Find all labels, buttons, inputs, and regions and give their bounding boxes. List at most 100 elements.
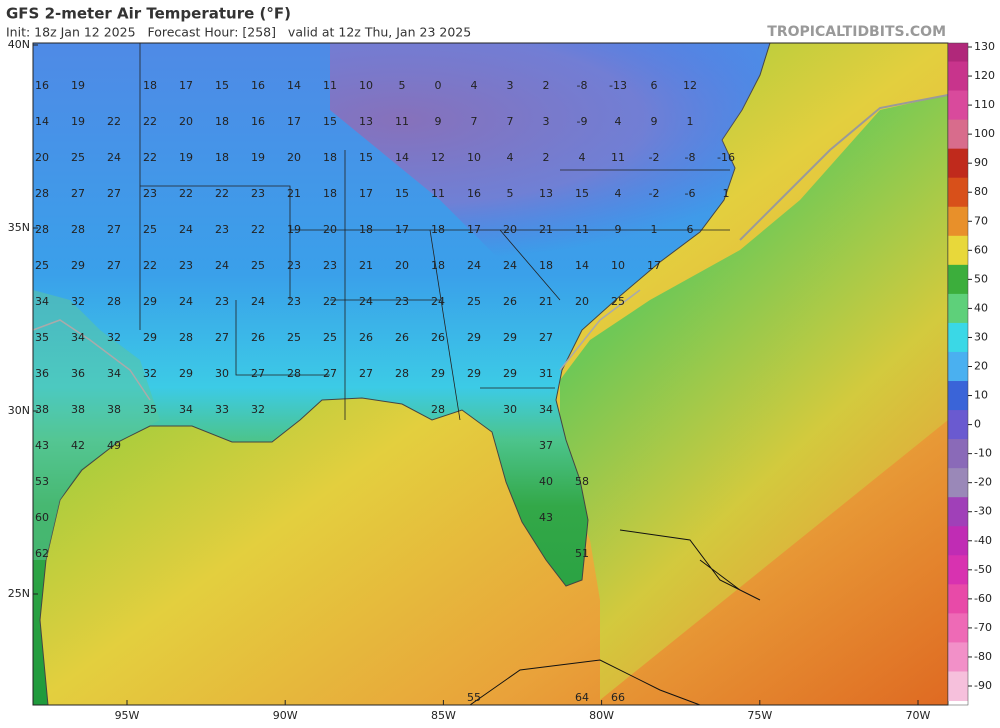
longitude-label: 80W bbox=[589, 709, 614, 722]
temperature-value: -6 bbox=[685, 187, 696, 200]
colorbar-label: 130 bbox=[974, 40, 995, 53]
temperature-value: 26 bbox=[431, 331, 445, 344]
cuba bbox=[469, 659, 701, 706]
temperature-value: 21 bbox=[539, 223, 553, 236]
temperature-value: 49 bbox=[107, 439, 121, 452]
state-borders bbox=[139, 43, 730, 421]
temperature-value: 15 bbox=[215, 79, 229, 92]
temperature-value: 25 bbox=[287, 331, 301, 344]
temperature-value: 27 bbox=[359, 367, 373, 380]
colorbar-segment bbox=[948, 293, 968, 324]
temperature-value: 10 bbox=[359, 79, 373, 92]
temperature-value: -2 bbox=[649, 151, 660, 164]
temperature-value: 24 bbox=[215, 259, 229, 272]
temperature-value: 20 bbox=[575, 295, 589, 308]
temperature-value: 19 bbox=[71, 115, 85, 128]
temperature-value: 7 bbox=[507, 115, 514, 128]
temperature-value: 35 bbox=[35, 331, 49, 344]
temperature-value: 18 bbox=[359, 223, 373, 236]
temperature-value: 25 bbox=[323, 331, 337, 344]
temperature-value: 23 bbox=[251, 187, 265, 200]
temperature-value: 29 bbox=[467, 331, 481, 344]
colorbar-label: -90 bbox=[974, 679, 992, 692]
temperature-value: 28 bbox=[395, 367, 409, 380]
temperature-value: 27 bbox=[107, 187, 121, 200]
temperature-value: 28 bbox=[287, 367, 301, 380]
colorbar-segment bbox=[948, 90, 968, 121]
temperature-value: 3 bbox=[507, 79, 514, 92]
temperature-value: 29 bbox=[179, 367, 193, 380]
temperature-value: 11 bbox=[611, 151, 625, 164]
temperature-value: 26 bbox=[503, 295, 517, 308]
colorbar-label: -10 bbox=[974, 447, 992, 460]
temperature-value: 17 bbox=[359, 187, 373, 200]
temperature-value: 21 bbox=[539, 295, 553, 308]
temperature-value: 34 bbox=[35, 295, 49, 308]
temperature-value: 34 bbox=[179, 403, 193, 416]
colorbar-segment bbox=[948, 381, 968, 411]
temperature-value: 5 bbox=[507, 187, 514, 200]
temperature-value: 24 bbox=[503, 259, 517, 272]
temperature-value: 19 bbox=[71, 79, 85, 92]
temperature-value: 25 bbox=[467, 295, 481, 308]
temperature-value: 42 bbox=[71, 439, 85, 452]
temperature-value: 17 bbox=[467, 223, 481, 236]
temperature-value: 31 bbox=[539, 367, 553, 380]
temperature-value: 14 bbox=[395, 151, 409, 164]
temperature-value: 27 bbox=[107, 223, 121, 236]
temperature-value: 18 bbox=[539, 259, 553, 272]
temperature-value: 27 bbox=[251, 367, 265, 380]
temperature-value: 36 bbox=[35, 367, 49, 380]
temperature-value: 29 bbox=[431, 367, 445, 380]
temperature-value: 4 bbox=[471, 79, 478, 92]
temperature-value: 25 bbox=[251, 259, 265, 272]
temperature-value: 24 bbox=[431, 295, 445, 308]
colorbar-label: -80 bbox=[974, 650, 992, 663]
temperature-value: 27 bbox=[215, 331, 229, 344]
temperature-value: 23 bbox=[395, 295, 409, 308]
temperature-value: 38 bbox=[107, 403, 121, 416]
temperature-value: -13 bbox=[609, 79, 627, 92]
temperature-value: 17 bbox=[395, 223, 409, 236]
temperature-value: 17 bbox=[647, 259, 661, 272]
colorbar-label: 90 bbox=[974, 156, 988, 169]
temperature-value: 24 bbox=[359, 295, 373, 308]
temperature-value: 27 bbox=[71, 187, 85, 200]
temperature-value: 32 bbox=[143, 367, 157, 380]
temperature-value: 18 bbox=[215, 115, 229, 128]
temperature-value: 29 bbox=[503, 367, 517, 380]
temperature-value: 11 bbox=[431, 187, 445, 200]
colorbar-label: 20 bbox=[974, 360, 988, 373]
colorbar-label: 100 bbox=[974, 127, 995, 140]
temperature-value: -8 bbox=[685, 151, 696, 164]
temperature-value: 16 bbox=[35, 79, 49, 92]
temperature-value: 18 bbox=[143, 79, 157, 92]
temperature-value: 18 bbox=[431, 223, 445, 236]
colorbar-segment bbox=[948, 235, 968, 266]
temperature-value: 11 bbox=[575, 223, 589, 236]
colorbar-segment bbox=[948, 671, 968, 702]
temperature-value: 20 bbox=[503, 223, 517, 236]
temperature-value: 28 bbox=[107, 295, 121, 308]
temperature-value: 27 bbox=[107, 259, 121, 272]
temperature-value: 64 bbox=[575, 691, 589, 704]
colorbar-label: -20 bbox=[974, 476, 992, 489]
colorbar-segment bbox=[948, 642, 968, 672]
temperature-value: 19 bbox=[179, 151, 193, 164]
longitude-label: 90W bbox=[273, 709, 298, 722]
temperature-value: 34 bbox=[107, 367, 121, 380]
temperature-value: 3 bbox=[543, 115, 550, 128]
temperature-value: 34 bbox=[71, 331, 85, 344]
temperature-value: 7 bbox=[471, 115, 478, 128]
temperature-value: 38 bbox=[35, 403, 49, 416]
temperature-value: 29 bbox=[143, 295, 157, 308]
colorbar-segment bbox=[948, 613, 968, 643]
temperature-value: 15 bbox=[323, 115, 337, 128]
temperature-value: 6 bbox=[687, 223, 694, 236]
longitude-label: 70W bbox=[906, 709, 931, 722]
temperature-value: 13 bbox=[359, 115, 373, 128]
temperature-value: 9 bbox=[615, 223, 622, 236]
colorbar-frame bbox=[947, 42, 969, 706]
temperature-value: 21 bbox=[287, 187, 301, 200]
